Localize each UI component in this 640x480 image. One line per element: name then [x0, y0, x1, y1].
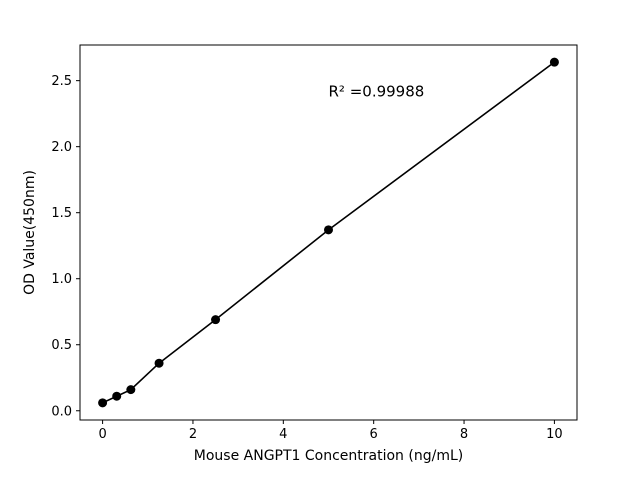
y-axis-label: OD Value(450nm)	[22, 170, 38, 295]
data-point	[549, 57, 559, 67]
data-point	[98, 398, 108, 408]
x-tick-label: 2	[189, 427, 197, 442]
y-tick-label: 2.0	[51, 140, 72, 155]
plot-border	[79, 44, 578, 421]
data-point	[154, 358, 164, 368]
y-tick-label: 1.0	[51, 272, 72, 287]
x-tick-label: 0	[98, 427, 106, 442]
y-tick-label: 2.5	[51, 74, 72, 89]
x-tick-label: 10	[546, 427, 563, 442]
x-tick-label: 6	[370, 427, 378, 442]
data-point	[126, 385, 136, 395]
y-tick-label: 1.5	[51, 206, 72, 221]
x-tick-label: 8	[460, 427, 468, 442]
y-tick-label: 0.0	[51, 404, 72, 419]
data-point	[324, 225, 333, 235]
data-point	[211, 315, 221, 325]
data-point	[112, 391, 122, 401]
x-axis-label: Mouse ANGPT1 Concentration (ng/mL)	[194, 448, 463, 464]
x-tick-label: 4	[279, 427, 287, 442]
r-squared-annotation: R² =0.99988	[329, 82, 425, 100]
y-tick-label: 0.5	[51, 338, 72, 353]
